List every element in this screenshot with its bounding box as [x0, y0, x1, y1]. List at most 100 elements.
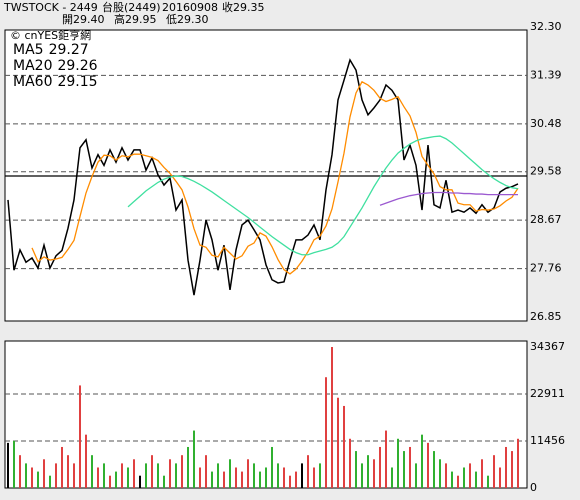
volume-bar [133, 459, 135, 488]
volume-bar [259, 471, 261, 488]
volume-bar [7, 442, 9, 488]
volume-bar [145, 463, 147, 488]
volume-bar [283, 467, 285, 488]
volume-bar [403, 451, 405, 488]
volume-bar [451, 471, 453, 488]
volume-bar [67, 455, 69, 488]
symbol: TWSTOCK - 2449 [3, 1, 98, 14]
y-tick-label: 30.48 [530, 117, 562, 130]
volume-bar [79, 385, 81, 488]
volume-bar [49, 475, 51, 488]
volume-bar [205, 455, 207, 488]
legend-value: 29.15 [57, 74, 97, 90]
volume-bar [391, 467, 393, 488]
volume-bar [127, 467, 129, 488]
volume-bar [187, 446, 189, 488]
volume-bar [313, 467, 315, 488]
date: 20160908 [162, 1, 218, 14]
volume-bar [457, 475, 459, 488]
y-tick-label: 22911 [530, 387, 565, 400]
series-line [379, 191, 518, 206]
volume-bar [199, 467, 201, 488]
volume-bar [397, 438, 399, 488]
close: 收29.35 [222, 0, 265, 14]
source: © cnYES鉅亨網 [10, 28, 91, 42]
series-line [7, 58, 519, 296]
y-tick-label: 31.39 [530, 68, 562, 81]
volume-bar [223, 471, 225, 488]
volume-bar [301, 463, 303, 488]
volume-bar [439, 459, 441, 488]
volume-bar [499, 467, 501, 488]
volume-bar [427, 442, 429, 488]
volume-bar [409, 446, 411, 488]
volume-bar [19, 455, 21, 488]
volume-bar [511, 451, 513, 488]
volume-bar [151, 455, 153, 488]
volume-bar [61, 446, 63, 488]
low: 低29.30 [166, 13, 209, 26]
volume-bar [373, 459, 375, 488]
volume-bar [481, 459, 483, 488]
volume-bar [271, 446, 273, 488]
volume-bar [97, 467, 99, 488]
volume-bar [55, 463, 57, 488]
legend-value: 29.27 [49, 42, 89, 58]
volume-bar [193, 430, 195, 488]
volume-bar [445, 463, 447, 488]
volume-bar [241, 471, 243, 488]
y-tick-label: 11456 [530, 434, 565, 447]
y-tick-label: 32.30 [530, 20, 562, 33]
volume-bar [229, 459, 231, 488]
volume-bar [181, 455, 183, 488]
volume-bar [379, 446, 381, 488]
volume-bar [463, 467, 465, 488]
volume-bar [415, 463, 417, 488]
volume-panel [4, 340, 528, 489]
volume-bar [361, 463, 363, 488]
volume-bar [37, 471, 39, 488]
stock-name: 台股(2449) [102, 0, 161, 14]
volume-bar [13, 440, 15, 488]
volume-bar [265, 467, 267, 488]
volume-bar [121, 463, 123, 488]
volume-bar [217, 463, 219, 488]
volume-bar [235, 467, 237, 488]
y-tick-label: 0 [530, 481, 537, 494]
volume-bar [325, 377, 327, 488]
volume-bar [253, 463, 255, 488]
open: 開29.40 [62, 13, 105, 26]
y-tick-label: 26.85 [530, 310, 562, 323]
volume-bar [295, 471, 297, 488]
volume-bar [85, 434, 87, 488]
legend-label: MA60 [13, 74, 52, 90]
volume-bar [25, 463, 27, 488]
y-tick-label: 34367 [530, 340, 565, 353]
volume-bar [31, 467, 33, 488]
volume-bar [331, 347, 333, 488]
series-line [127, 135, 519, 256]
volume-bar [355, 451, 357, 488]
volume-bar [517, 438, 519, 488]
volume-bar [109, 475, 111, 488]
volume-bar [43, 459, 45, 488]
volume-bar [493, 455, 495, 488]
volume-bar [175, 463, 177, 488]
volume-bar [211, 471, 213, 488]
volume-bar [385, 430, 387, 488]
y-tick-label: 29.58 [530, 165, 562, 178]
volume-bar [505, 446, 507, 488]
volume-bar [421, 434, 423, 488]
volume-bar [169, 459, 171, 488]
legend-label: MA20 [13, 58, 52, 74]
volume-bar [115, 471, 117, 488]
y-tick-label: 28.67 [530, 213, 562, 226]
volume-bar [319, 463, 321, 488]
volume-bar [337, 397, 339, 488]
volume-bar [349, 438, 351, 488]
series-line [31, 80, 519, 275]
volume-bar [289, 475, 291, 488]
volume-bar [73, 463, 75, 488]
legend-label: MA5 [13, 42, 44, 58]
